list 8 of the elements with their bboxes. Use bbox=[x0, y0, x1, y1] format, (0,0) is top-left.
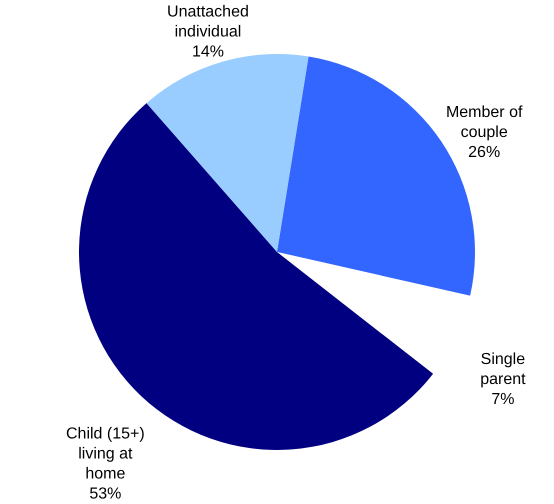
slice-label: Member of couple bbox=[446, 104, 523, 142]
slice-label: Unattached individual bbox=[167, 4, 249, 41]
data-label: 7% bbox=[491, 391, 514, 408]
data-label: 53% bbox=[89, 486, 122, 503]
slice-label: Single parent bbox=[480, 351, 526, 388]
slice-label: Child (15+) living at home bbox=[66, 426, 145, 483]
data-label: 14% bbox=[192, 44, 224, 61]
data-label: 26% bbox=[468, 144, 500, 162]
